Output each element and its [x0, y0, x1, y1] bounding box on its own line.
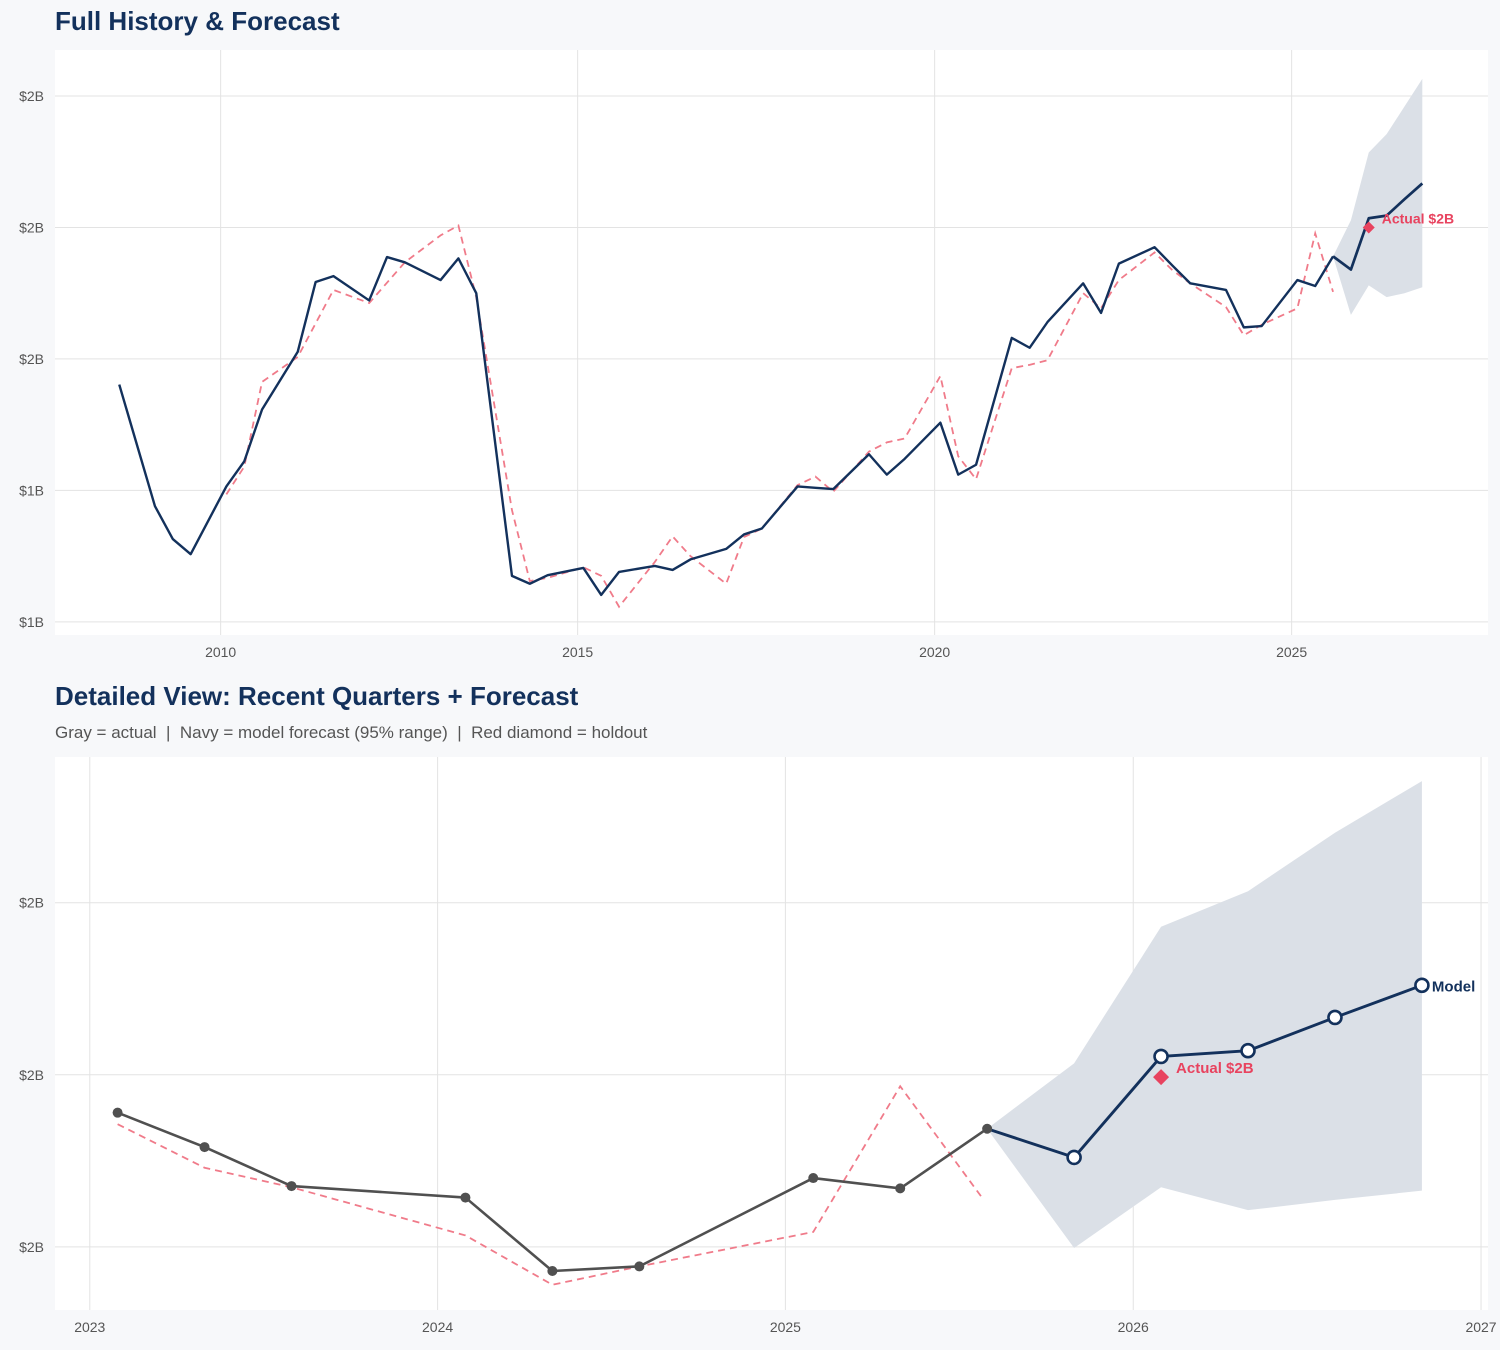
holdout-diamond	[1153, 1069, 1170, 1086]
x-tick-label: 2023	[74, 1319, 105, 1335]
forecast-point	[1240, 1042, 1256, 1059]
y-tick-label: $2B	[19, 1067, 44, 1083]
x-tick-label: 2020	[919, 644, 950, 660]
x-tick-label: 2024	[422, 1319, 453, 1335]
forecast-point	[1153, 1048, 1169, 1065]
fitted-dashed-line	[225, 224, 1334, 609]
forecast-point	[1327, 1009, 1343, 1026]
forecast-point	[1414, 977, 1430, 994]
forecast-line	[1332, 182, 1424, 271]
x-tick-label: 2027	[1465, 1319, 1496, 1335]
holdout-label: Actual $2B	[1176, 1060, 1254, 1077]
plot-area	[55, 50, 1488, 635]
y-tick-label: $2B	[19, 88, 44, 104]
y-tick-label: $2B	[19, 895, 44, 911]
actual-point	[808, 1173, 819, 1184]
bottom-chart-subtitle: Gray = actual | Navy = model forecast (9…	[55, 723, 648, 742]
actual-point	[634, 1261, 645, 1272]
actual-point	[895, 1183, 906, 1194]
x-tick-label: 2015	[562, 644, 593, 660]
x-tick-label: 2026	[1118, 1319, 1149, 1335]
y-tick-label: $1B	[19, 614, 44, 630]
x-tick-label: 2025	[1276, 644, 1307, 660]
y-tick-label: $2B	[19, 1239, 44, 1255]
actual-point	[199, 1142, 210, 1153]
full-history-chart: 2010 2015 2020 2025 $1B $1B $2B $2B $2B Actual $2…	[19, 50, 1488, 660]
y-tick-label: $1B	[19, 482, 44, 498]
top-chart-title: Full History & Forecast	[55, 6, 340, 36]
bottom-chart-title: Detailed View: Recent Quarters + Forecas…	[55, 681, 579, 711]
x-tick-label: 2010	[205, 644, 236, 660]
x-tick-label: 2025	[770, 1319, 801, 1335]
y-tick-label: $2B	[19, 351, 44, 367]
actual-history-line	[118, 245, 1335, 597]
holdout-label: Actual $2B	[1382, 210, 1454, 226]
model-end-label: Model	[1432, 978, 1475, 995]
y-tick-label: $2B	[19, 219, 44, 235]
forecast-point	[1066, 1149, 1082, 1166]
actual-point	[286, 1181, 297, 1192]
actual-point	[112, 1107, 123, 1118]
actual-point	[982, 1123, 993, 1134]
actual-point	[460, 1192, 471, 1203]
holdout-diamond	[1362, 221, 1375, 234]
fitted-dashed-line	[117, 1084, 985, 1286]
forecast-line	[986, 983, 1423, 1159]
actual-point	[547, 1265, 558, 1276]
